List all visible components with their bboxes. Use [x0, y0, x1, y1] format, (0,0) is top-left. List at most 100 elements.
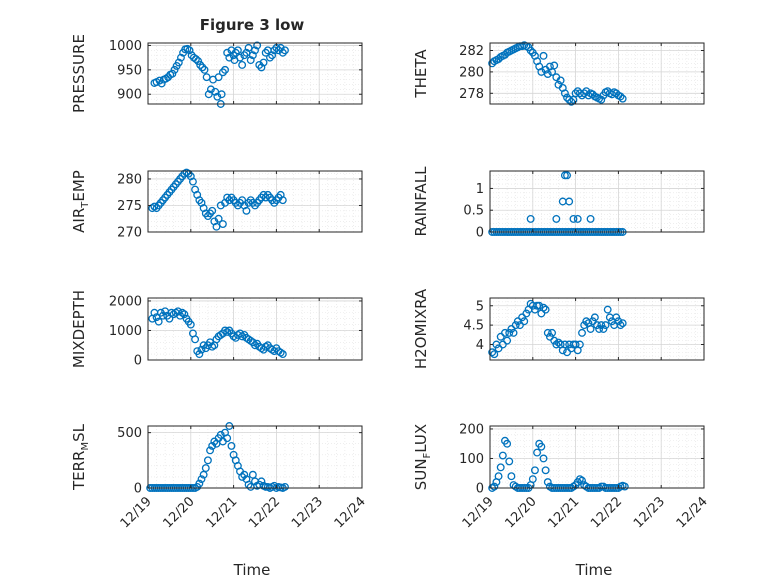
- y-axis-label: RAINFALL: [412, 166, 430, 237]
- data-point: [257, 477, 266, 486]
- data-point: [240, 51, 249, 60]
- y-tick-label: 0: [134, 482, 142, 497]
- x-tick-label: 12/19: [118, 494, 155, 531]
- data-point: [168, 69, 177, 78]
- data-point: [200, 65, 209, 74]
- data-point: [253, 41, 262, 50]
- data-point: [565, 95, 574, 104]
- data-point: [217, 90, 226, 99]
- data-point: [266, 53, 274, 62]
- data-point: [526, 214, 535, 223]
- y-tick-label: 900: [117, 88, 142, 103]
- data-point: [216, 430, 225, 439]
- data-point: [593, 321, 601, 330]
- data-point: [197, 475, 206, 484]
- data-point: [231, 48, 240, 57]
- data-point: [552, 214, 561, 223]
- data-point: [505, 328, 514, 337]
- data-point: [595, 325, 604, 333]
- data-point: [597, 321, 606, 330]
- data-point: [575, 340, 584, 349]
- data-point: [586, 325, 595, 333]
- data-point: [511, 321, 520, 330]
- y-tick-label: 1000: [109, 324, 142, 339]
- y-tick-label: 4: [476, 338, 484, 353]
- y-tick-label: 500: [117, 426, 142, 441]
- data-point: [516, 321, 524, 330]
- subplot-6: 4 4.5 5 H2OMIXRA: [412, 288, 705, 369]
- data-point: [498, 340, 507, 349]
- data-point: [543, 328, 552, 337]
- data-point: [206, 446, 215, 455]
- x-tick-label: 12/19: [460, 494, 497, 531]
- y-tick-label: 950: [117, 63, 142, 78]
- data-point: [616, 92, 625, 101]
- data-point: [550, 61, 559, 70]
- data-point: [248, 51, 257, 60]
- data-point: [191, 335, 200, 344]
- data-point: [539, 303, 548, 312]
- data-point: [597, 95, 606, 104]
- y-tick-label: 282: [459, 44, 484, 59]
- data-point: [198, 63, 207, 72]
- y-axis-label: AIRTEMP: [70, 170, 91, 233]
- x-tick-label: 12/23: [289, 494, 326, 531]
- data-point: [195, 479, 204, 488]
- data-point: [213, 92, 222, 101]
- data-point: [238, 472, 247, 481]
- data-point: [578, 476, 586, 485]
- data-point: [261, 48, 270, 57]
- y-tick-label: 4.5: [463, 319, 484, 334]
- y-tick-label: 278: [459, 87, 484, 102]
- data-point: [537, 442, 546, 451]
- data-point: [530, 466, 539, 475]
- plot-area: [148, 171, 362, 232]
- data-point: [218, 220, 227, 228]
- data-point: [202, 73, 211, 82]
- data-point: [208, 206, 217, 215]
- data-point: [614, 317, 623, 326]
- y-tick-label: 1000: [109, 39, 142, 54]
- axes-box: [489, 297, 705, 361]
- subplot-4: 0 0.5 1 RAINFALL: [412, 166, 705, 241]
- data-point: [174, 58, 183, 67]
- data-point: [541, 466, 550, 475]
- data-point: [567, 97, 576, 106]
- data-point: [618, 94, 627, 103]
- data-point: [503, 439, 512, 448]
- data-point: [248, 470, 257, 479]
- data-point: [496, 332, 505, 341]
- data-point: [543, 70, 552, 78]
- data-point: [543, 478, 552, 487]
- data-point: [191, 55, 200, 64]
- data-point: [490, 350, 499, 359]
- axes-box: [489, 425, 705, 489]
- data-point: [214, 73, 223, 82]
- data-point: [196, 61, 205, 69]
- data-point: [560, 340, 569, 349]
- data-point: [148, 204, 157, 213]
- data-point: [270, 46, 279, 55]
- x-tick-label: 12/24: [332, 494, 369, 531]
- data-point: [227, 441, 236, 450]
- data-point: [522, 309, 531, 318]
- data-point: [588, 317, 597, 326]
- y-tick-label: 0: [134, 354, 142, 369]
- subplot-3: 270 275 280 AIRTEMP: [70, 168, 363, 241]
- x-tick-label: 12/23: [631, 494, 668, 531]
- axes-box: [147, 170, 363, 233]
- y-tick-label: 280: [117, 172, 142, 187]
- data-point: [578, 328, 586, 337]
- data-point: [601, 321, 610, 330]
- axes-box: [147, 297, 363, 361]
- data-point: [194, 57, 203, 66]
- data-point: [208, 441, 217, 450]
- data-point: [563, 171, 571, 180]
- data-point: [223, 48, 232, 57]
- data-point: [236, 53, 244, 62]
- axes-box: [147, 425, 363, 489]
- x-tick-label: 12/24: [674, 494, 711, 531]
- data-point: [186, 320, 195, 329]
- data-point: [281, 46, 289, 55]
- y-tick-label: 0.5: [463, 204, 484, 219]
